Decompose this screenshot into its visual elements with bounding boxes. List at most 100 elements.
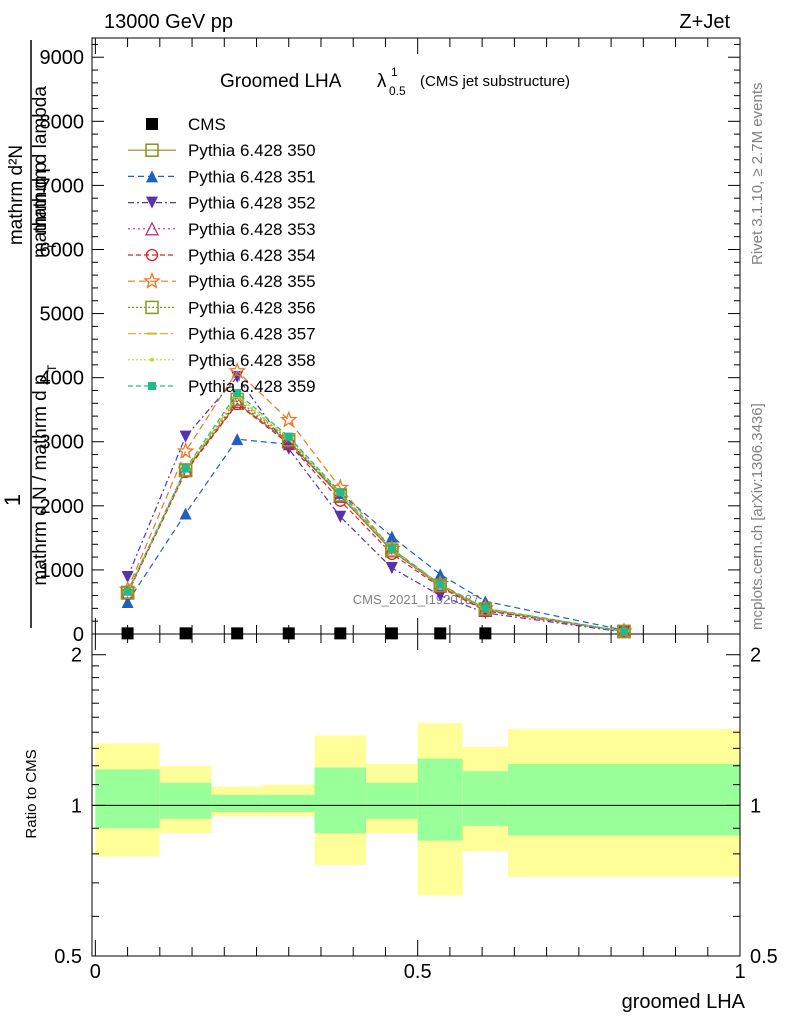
legend-item: Pythia 6.428 357: [128, 325, 316, 344]
series-point: [282, 627, 295, 640]
series-point: [385, 530, 398, 543]
ylabel-den-one: mathrm d N / mathrm d p: [30, 374, 51, 585]
ratio-x-ticks: 0 0.5 1: [90, 634, 746, 983]
ratio-xtick-label: 0.5: [404, 961, 432, 983]
series-point: [230, 393, 245, 409]
series-point: [617, 624, 631, 639]
legend-label: Pythia 6.428 357: [188, 325, 316, 344]
series-point: [434, 568, 447, 581]
main-y-ticks: 0 1000 2000 3000 4000 5000 6000 7000 8000 9000: [40, 43, 740, 646]
main-ytick-label: 6000: [40, 239, 85, 261]
ratio-band-inner: [211, 794, 263, 812]
series-point: [179, 507, 192, 520]
ylabel-den-one-sub: T: [45, 364, 59, 372]
main-ytick-label: 4000: [40, 368, 85, 390]
series-point: [436, 580, 445, 589]
plot-title-sup: 1: [391, 65, 398, 79]
series-point: [178, 463, 193, 477]
legend-label: Pythia 6.428 350: [188, 141, 316, 160]
ratio-band-inner: [366, 782, 418, 819]
legend-item: Pythia 6.428 356: [128, 298, 316, 317]
series-point: [228, 361, 247, 379]
mcplots-label: mcplots.cern.ch [arXiv:1306.3436]: [749, 403, 766, 630]
legend-item: Pythia 6.428 359: [128, 377, 316, 396]
series-point: [231, 627, 244, 640]
series-point: [181, 464, 190, 473]
series-point: [179, 627, 192, 640]
ratio-ytick-label: 2: [71, 645, 82, 667]
legend-label: Pythia 6.428 354: [188, 246, 316, 265]
series-line: [127, 370, 625, 632]
main-ytick-label: 5000: [40, 304, 85, 326]
main-ytick-label: 2000: [40, 496, 85, 518]
legend-item: Pythia 6.428 353: [128, 220, 316, 239]
series-point: [619, 627, 628, 636]
legend-label: CMS: [188, 115, 226, 134]
series-point: [233, 389, 242, 398]
legend-item: Pythia 6.428 354: [128, 246, 316, 265]
plot-title: Groomed LHA λ 1 0.5 (CMS jet substructur…: [220, 65, 570, 98]
ratio-ytick-label-right: 2: [750, 645, 761, 667]
series-point: [121, 595, 134, 608]
series-line: [127, 376, 625, 633]
rivet-label: Rivet 3.1.10, ≥ 2.7M events: [749, 83, 766, 266]
main-ytick-label: 1000: [40, 560, 85, 582]
ratio-band-inner: [159, 782, 212, 819]
legend-item: Pythia 6.428 350: [128, 141, 316, 160]
main-ytick-label: 0: [73, 624, 84, 646]
series-point: [479, 627, 492, 640]
ratio-bands: [95, 723, 740, 896]
legend-marker: [143, 271, 161, 289]
ratio-y-axis-label: Ratio to CMS: [23, 749, 40, 838]
ratio-ytick-label-right: 1: [750, 795, 761, 817]
series-point: [385, 627, 398, 640]
ratio-ytick-label: 1: [71, 795, 82, 817]
ratio-band-inner: [507, 763, 740, 836]
watermark: CMS_2021_I1920187: [353, 592, 480, 607]
legend-item: Pythia 6.428 358: [128, 351, 316, 370]
main-ytick-label: 8000: [40, 111, 85, 133]
ylabel-den-rest2: mathrm d lambda: [30, 86, 51, 234]
legend-item: Pythia 6.428 351: [128, 167, 316, 186]
legend-marker: [144, 221, 160, 236]
legend-label: Pythia 6.428 351: [188, 167, 316, 186]
series-point: [385, 561, 398, 574]
series-0: [121, 627, 492, 640]
legend-label: Pythia 6.428 358: [188, 351, 316, 370]
series-point: [120, 585, 135, 600]
series-point: [433, 578, 447, 593]
series-point: [121, 570, 134, 583]
series-point: [179, 430, 192, 443]
header-right: Z+Jet: [679, 11, 730, 33]
plot-title-main: Groomed LHA: [220, 71, 342, 92]
series-point: [279, 410, 298, 428]
ratio-ytick-label-right: 0.5: [750, 946, 778, 968]
plot-title-lambda: λ: [377, 71, 387, 92]
series-point: [284, 432, 293, 441]
series-point: [334, 627, 347, 640]
main-ytick-label: 9000: [40, 47, 85, 69]
legend-marker: [150, 357, 154, 362]
legend-item: Pythia 6.428 355: [128, 271, 316, 291]
ratio-band-inner: [314, 767, 367, 834]
ylabel-den-rest: mathrm d p: [30, 162, 51, 258]
plot-title-tail: (CMS jet substructure): [420, 73, 570, 90]
ratio-ytick-label: 0.5: [54, 946, 82, 968]
ylabel-den-rest-sub: T: [45, 242, 59, 250]
main-ytick-label: 3000: [40, 432, 85, 454]
legend-marker: [145, 300, 159, 315]
legend: CMS Pythia 6.428 350 Pythia 6.428 351 Pythi…: [128, 115, 316, 396]
main-y-axis-label: 1 mathrm d²N mathrm d N / mathrm d p T m…: [0, 40, 59, 628]
legend-item: Pythia 6.428 352: [128, 194, 316, 213]
series-point: [434, 627, 447, 640]
ratio-band-inner: [462, 771, 508, 826]
ylabel-num-rest: mathrm d²N: [6, 145, 27, 245]
legend-marker: [145, 248, 159, 262]
ratio-plot-frame: [91, 633, 741, 957]
series-layer: [118, 361, 633, 640]
series-point: [231, 433, 244, 446]
header-left: 13000 GeV pp: [104, 11, 233, 33]
series-point: [123, 587, 132, 596]
series-point: [387, 544, 396, 553]
